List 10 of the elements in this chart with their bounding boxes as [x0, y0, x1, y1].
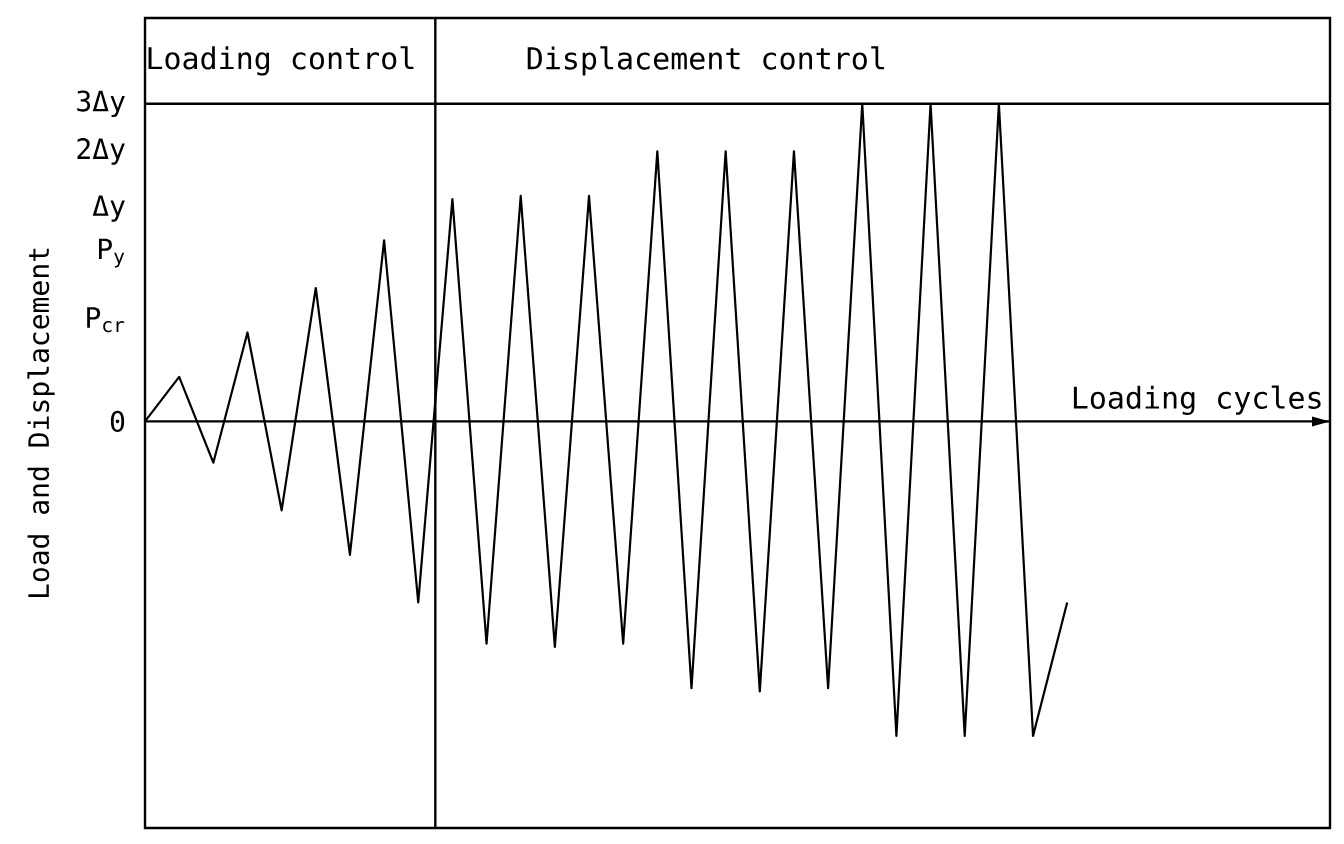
text: Displacement control	[527, 46, 885, 76]
text: P$_{cr}$	[87, 307, 125, 333]
text: Loading control	[148, 46, 414, 76]
text: Δy	[92, 195, 125, 222]
text: 2Δy	[77, 138, 125, 165]
text: 0	[110, 410, 125, 432]
text: P$_{y}$	[98, 238, 125, 268]
y-axis-title: Load and Displacement	[27, 248, 55, 598]
text: 3Δy	[77, 90, 125, 118]
x-axis-title: Loading cycles	[1073, 385, 1321, 415]
